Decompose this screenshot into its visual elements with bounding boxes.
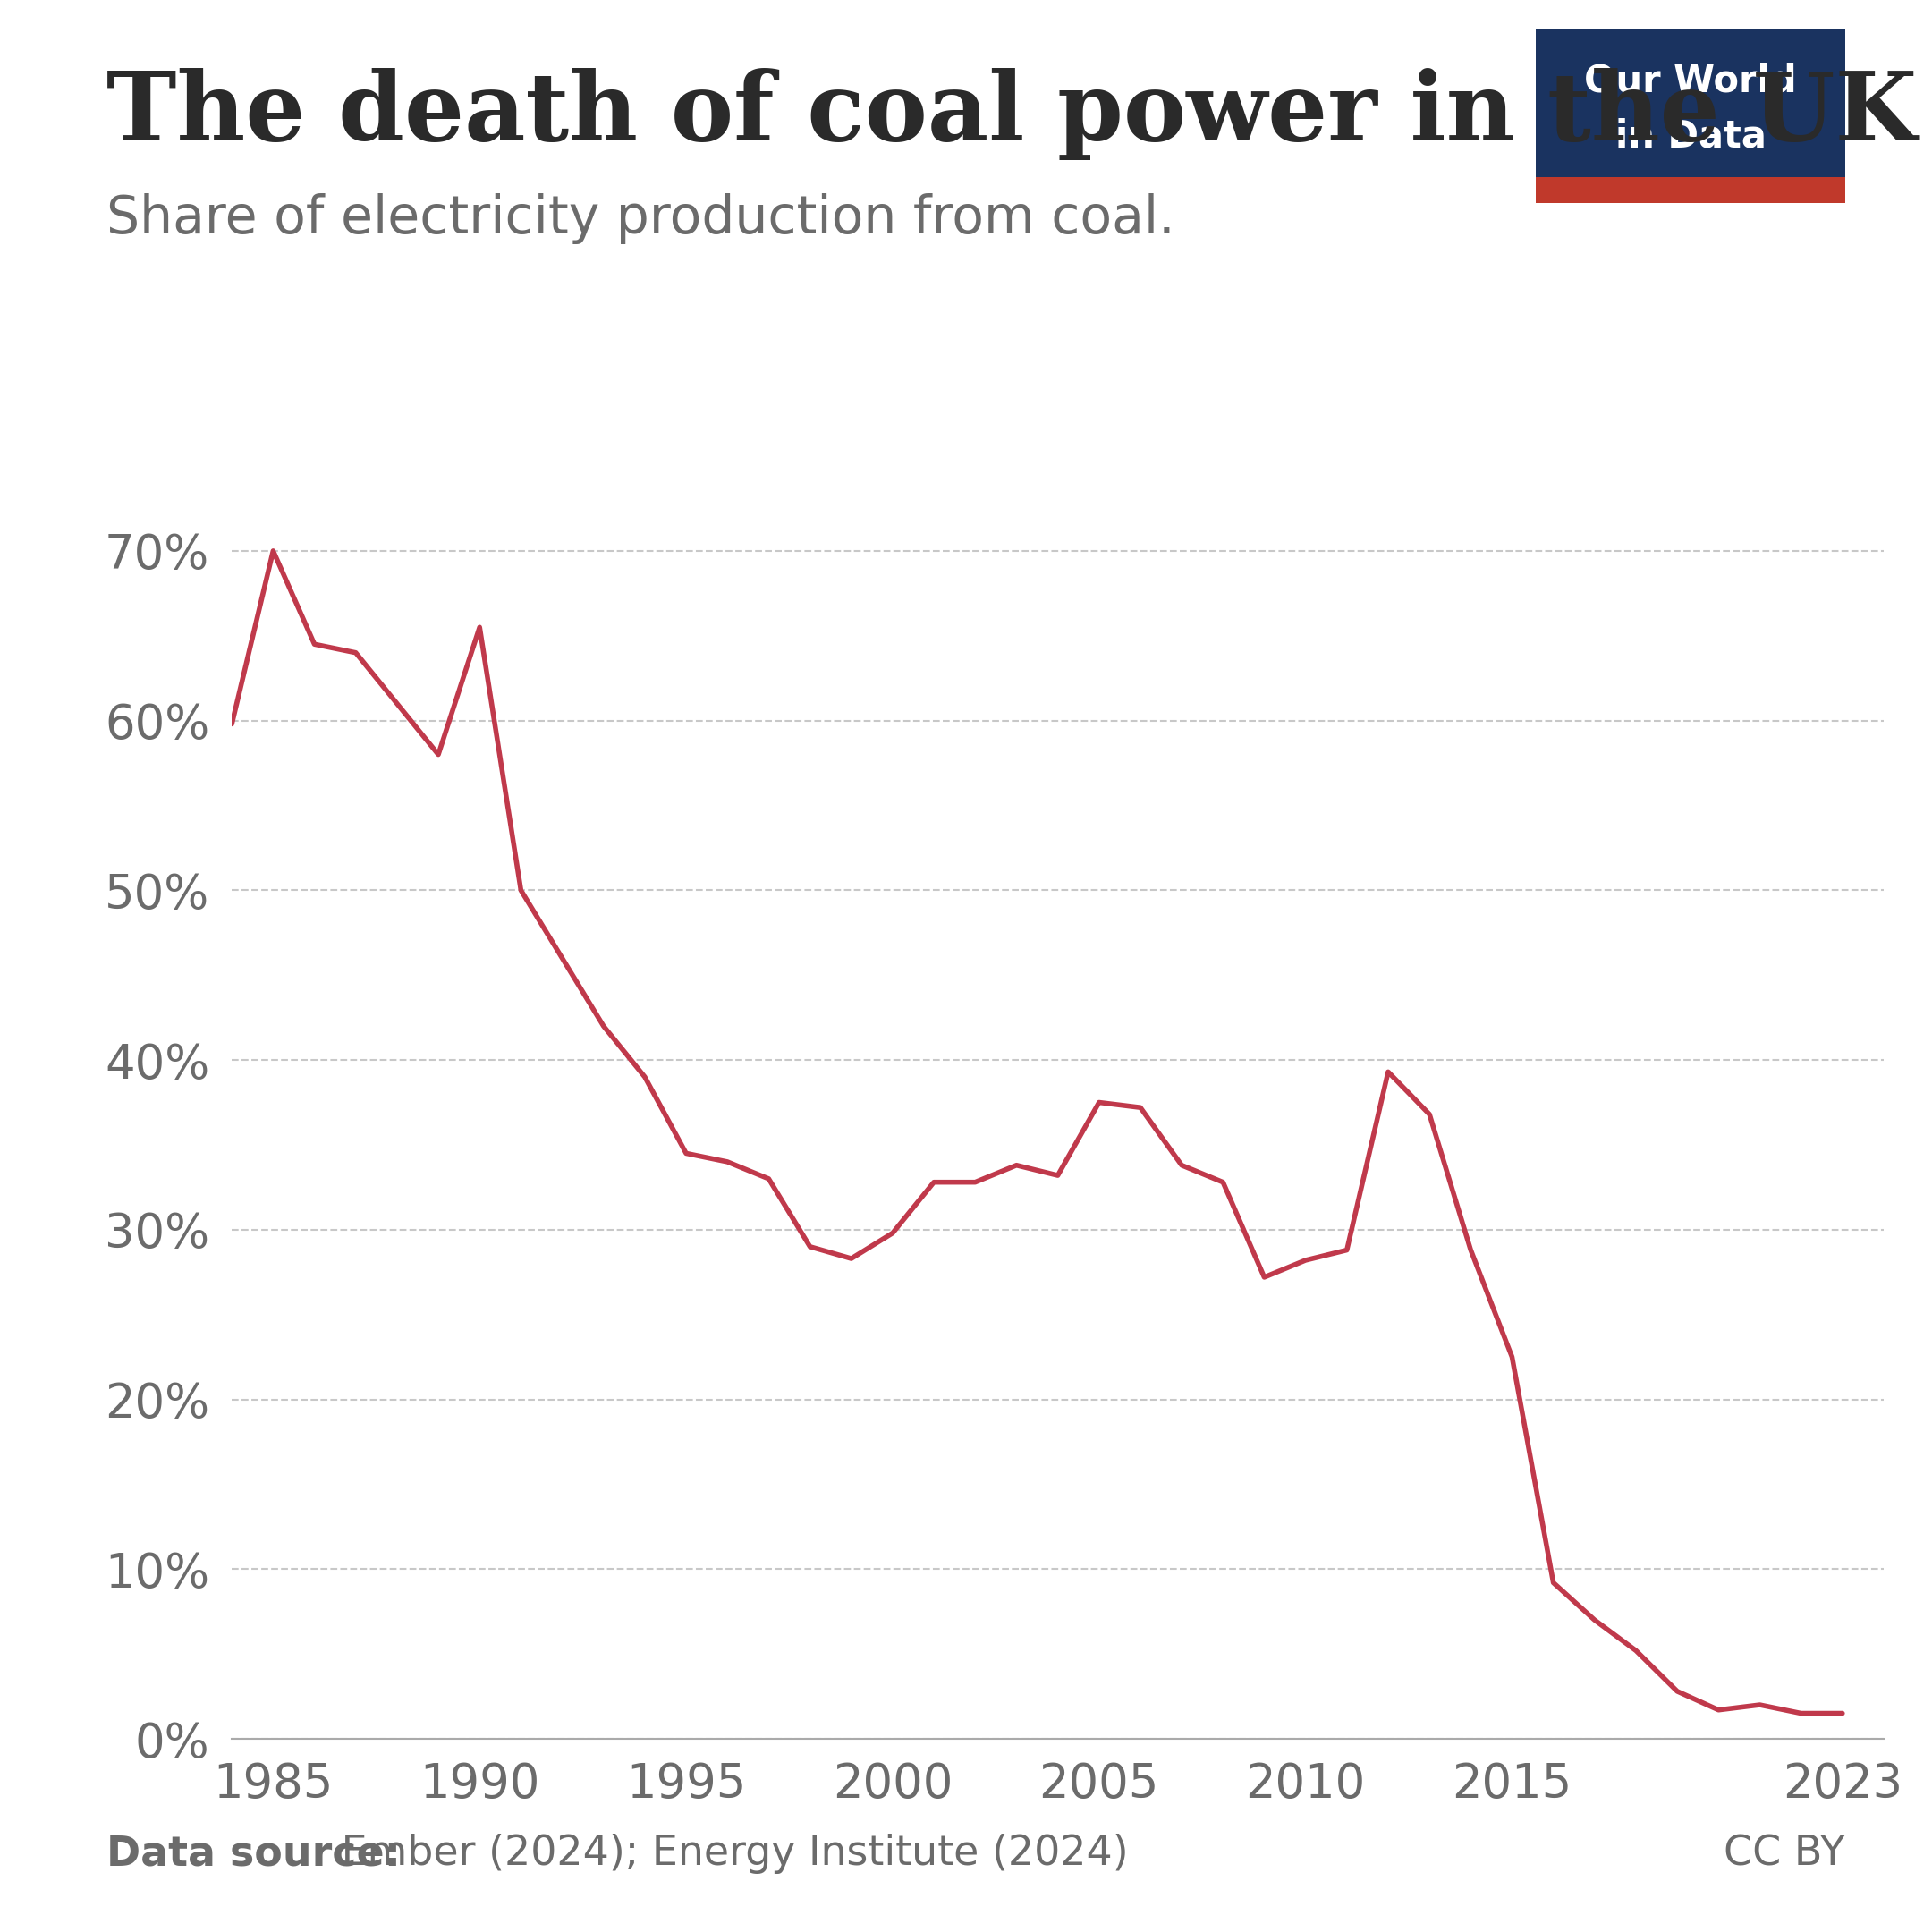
Text: CC BY: CC BY xyxy=(1723,1833,1845,1874)
Text: Our World: Our World xyxy=(1584,62,1797,100)
Text: Ember (2024); Energy Institute (2024): Ember (2024); Energy Institute (2024) xyxy=(328,1833,1128,1874)
Text: The death of coal power in the UK: The death of coal power in the UK xyxy=(106,68,1917,160)
Text: in Data: in Data xyxy=(1615,118,1766,156)
Text: Data source:: Data source: xyxy=(106,1833,400,1874)
Bar xyxy=(1536,176,1845,203)
Bar xyxy=(1536,29,1845,176)
Text: Share of electricity production from coal.: Share of electricity production from coa… xyxy=(106,193,1175,243)
